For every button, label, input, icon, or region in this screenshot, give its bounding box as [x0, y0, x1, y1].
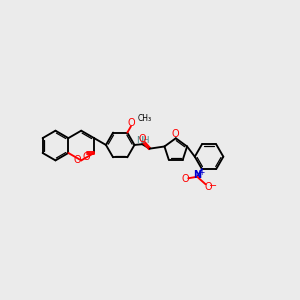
Text: O: O [127, 118, 135, 128]
Text: N: N [193, 170, 201, 180]
Text: O: O [182, 174, 189, 184]
Text: NH: NH [136, 136, 149, 145]
Text: O: O [74, 155, 81, 165]
Text: CH₃: CH₃ [137, 114, 152, 123]
Text: −: − [209, 181, 217, 191]
Text: O: O [172, 129, 180, 140]
Text: O: O [205, 182, 212, 192]
Text: O: O [139, 134, 147, 144]
Text: +: + [198, 168, 204, 177]
Text: O: O [83, 152, 91, 161]
